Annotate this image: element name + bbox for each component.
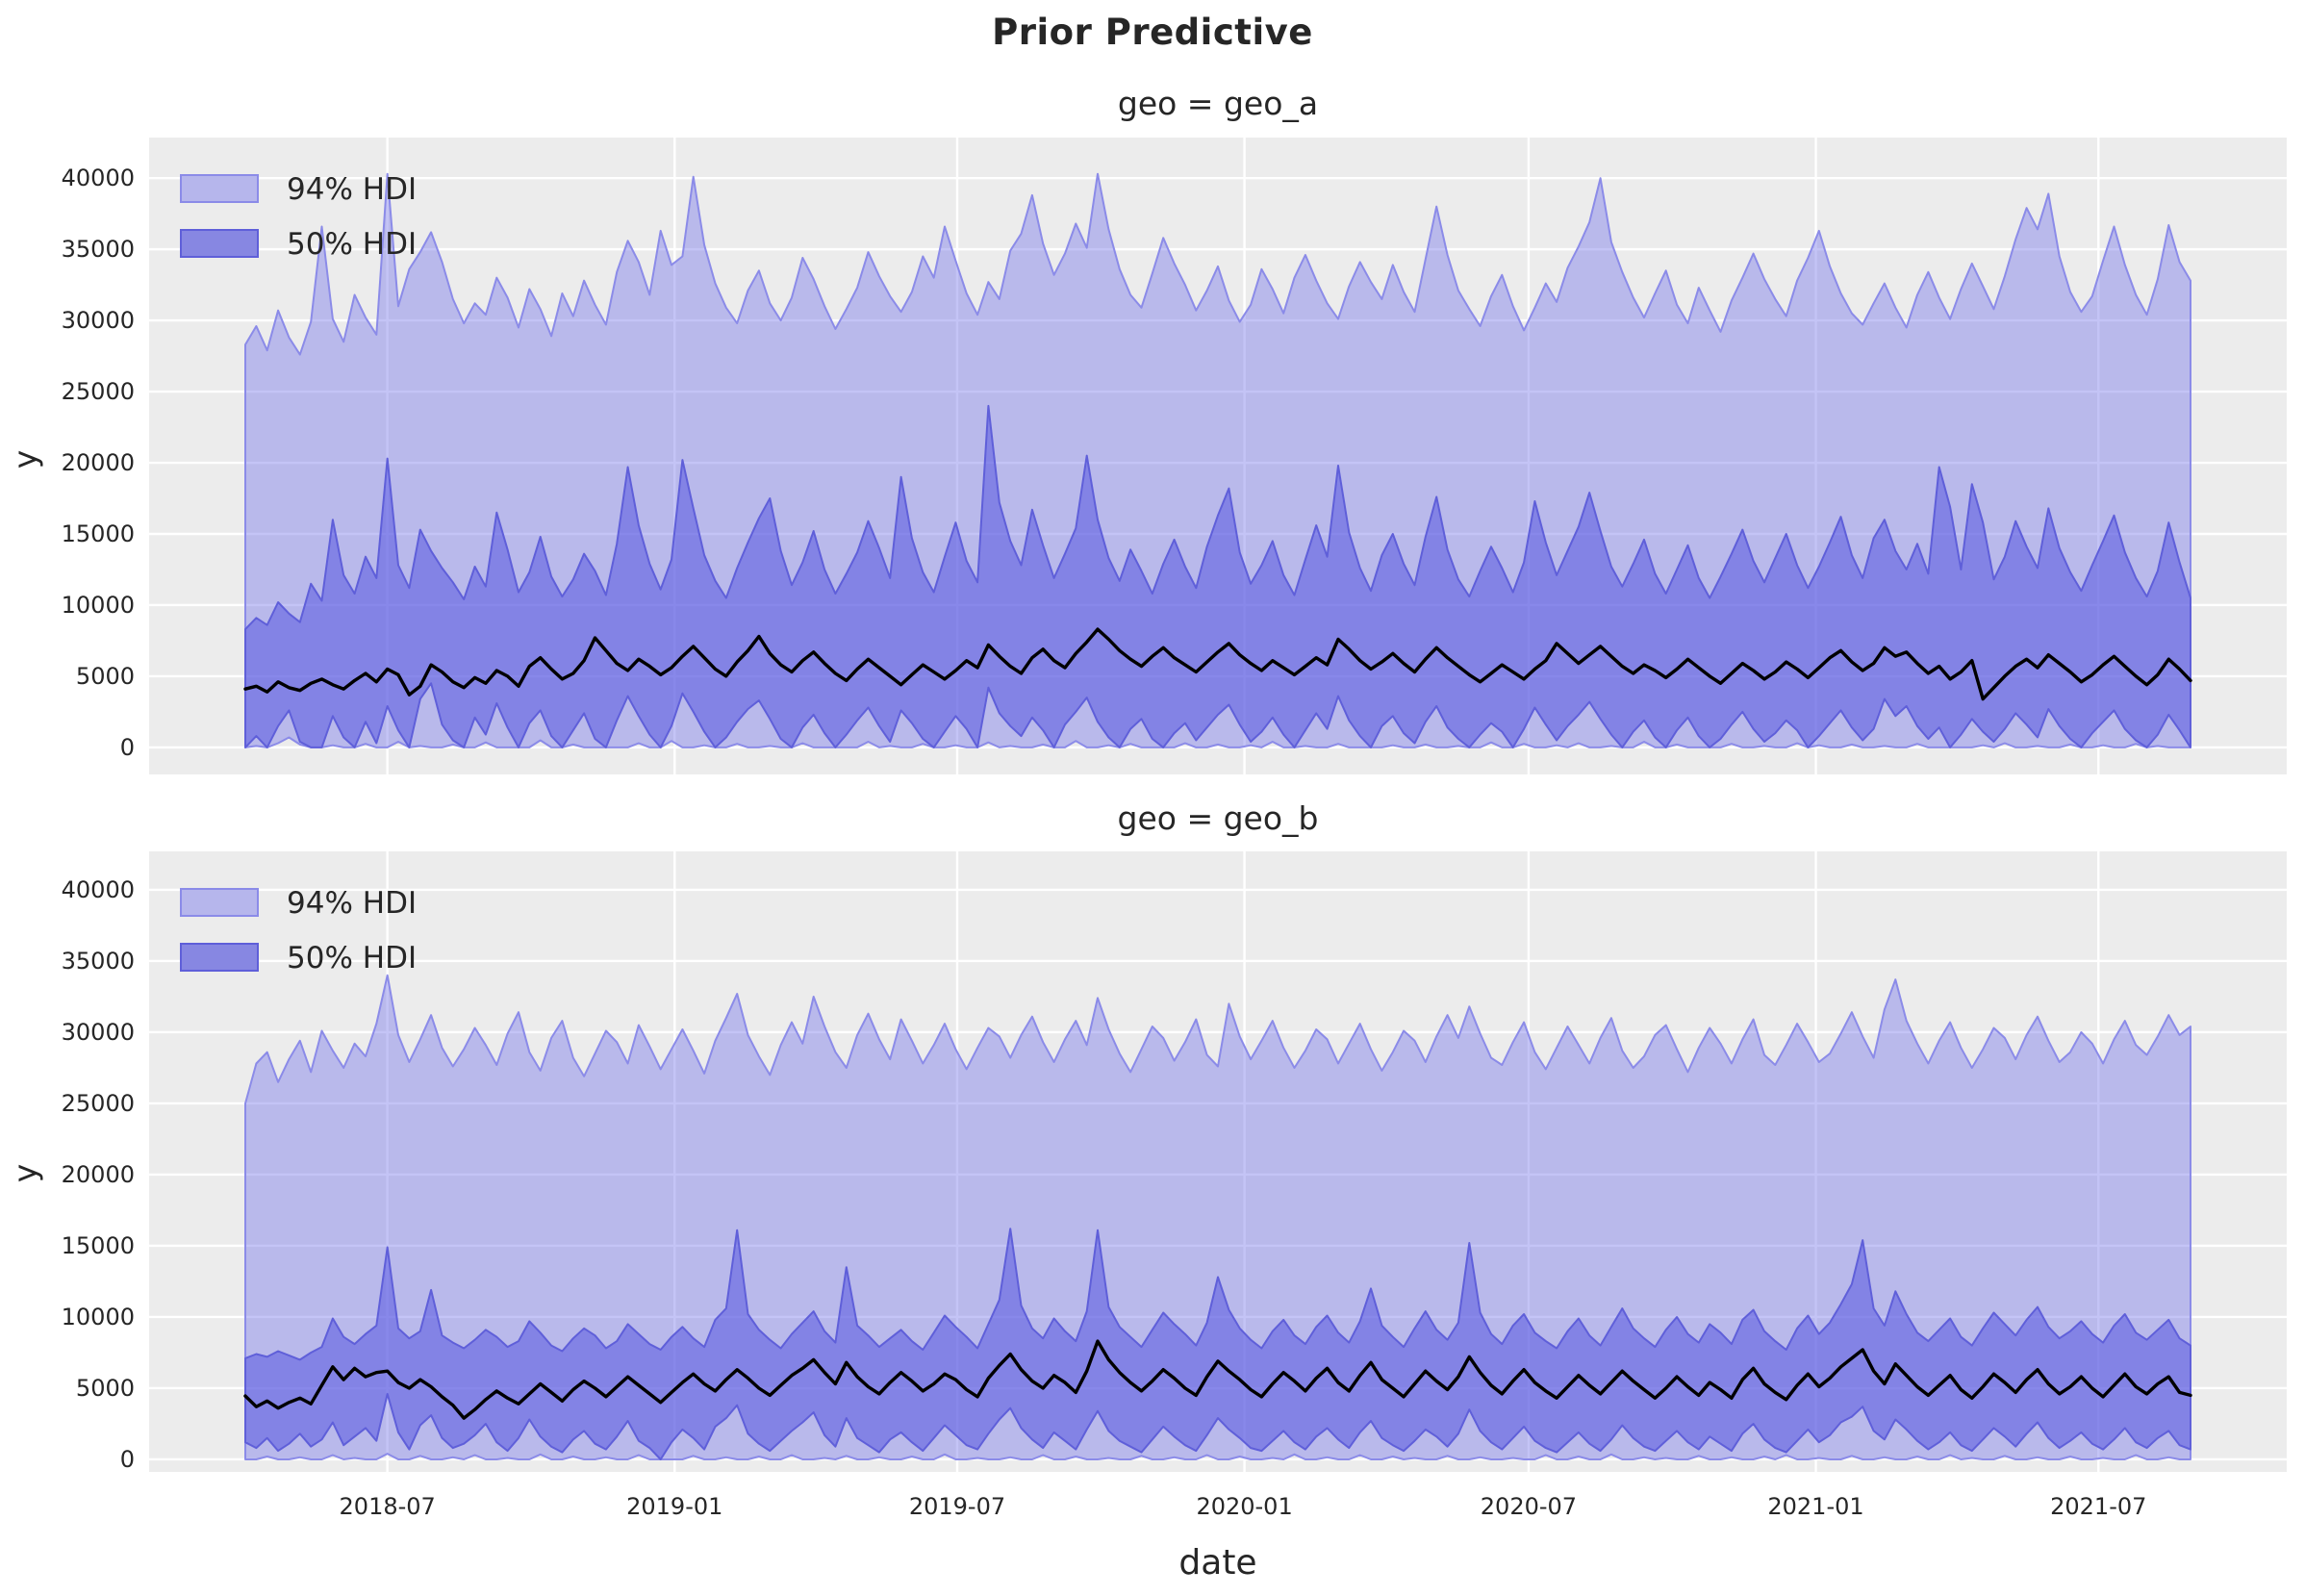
- x-tick-label: 2019-01: [626, 1493, 723, 1520]
- legend-swatch-94hdi: [180, 174, 259, 203]
- y-tick-label: 15000: [61, 519, 135, 547]
- legend-swatch-94hdi: [180, 888, 259, 917]
- y-tick-label: 40000: [61, 165, 135, 192]
- legend-label-50hdi: 50% HDI: [287, 941, 417, 975]
- y-tick-label: 30000: [61, 307, 135, 335]
- y-tick-label: 25000: [61, 1089, 135, 1117]
- hdi-50-band: [244, 404, 2191, 748]
- y-tick-label: 30000: [61, 1018, 135, 1046]
- hdi-50-band: [244, 1228, 2191, 1460]
- y-tick-label: 0: [119, 1445, 135, 1473]
- y-tick-label: 15000: [61, 1231, 135, 1259]
- x-tick-label: 2020-01: [1196, 1493, 1293, 1520]
- x-tick-label: 2020-07: [1480, 1493, 1578, 1520]
- y-tick-label: 40000: [61, 875, 135, 903]
- y-tick-label: 10000: [61, 591, 135, 619]
- y-tick-label: 25000: [61, 378, 135, 406]
- y-tick-label: 20000: [61, 1160, 135, 1188]
- subplot-geo_b: 94% HDI 50% HDI: [149, 851, 2287, 1472]
- legend-swatch-50hdi: [180, 229, 259, 258]
- x-tick-label: 2019-07: [908, 1493, 1006, 1520]
- x-tick-label: 2018-07: [339, 1493, 436, 1520]
- legend-swatch-50hdi: [180, 943, 259, 972]
- y-tick-label: 10000: [61, 1303, 135, 1330]
- subplot-a-title: geo = geo_a: [1117, 85, 1319, 122]
- figure-title: Prior Predictive: [992, 12, 1313, 53]
- y-tick-label: 5000: [75, 662, 135, 690]
- legend-label-94hdi: 94% HDI: [287, 886, 417, 921]
- median-line: [243, 627, 2192, 701]
- y-tick-label: 20000: [61, 449, 135, 477]
- y-tick-label: 35000: [61, 947, 135, 975]
- y-tick-label: 0: [119, 733, 135, 761]
- subplot-b-title: geo = geo_b: [1117, 799, 1319, 837]
- x-tick-label: 2021-07: [2050, 1493, 2147, 1520]
- y-tick-label: 5000: [75, 1374, 135, 1402]
- y-tick-label: 35000: [61, 236, 135, 264]
- subplot-geo_a: 94% HDI 50% HDI: [149, 138, 2287, 774]
- x-tick-label: 2021-01: [1767, 1493, 1864, 1520]
- median-line: [243, 1339, 2192, 1420]
- legend-label-94hdi: 94% HDI: [287, 172, 417, 207]
- legend-label-50hdi: 50% HDI: [287, 227, 417, 262]
- x-axis-label: date: [1178, 1543, 1257, 1583]
